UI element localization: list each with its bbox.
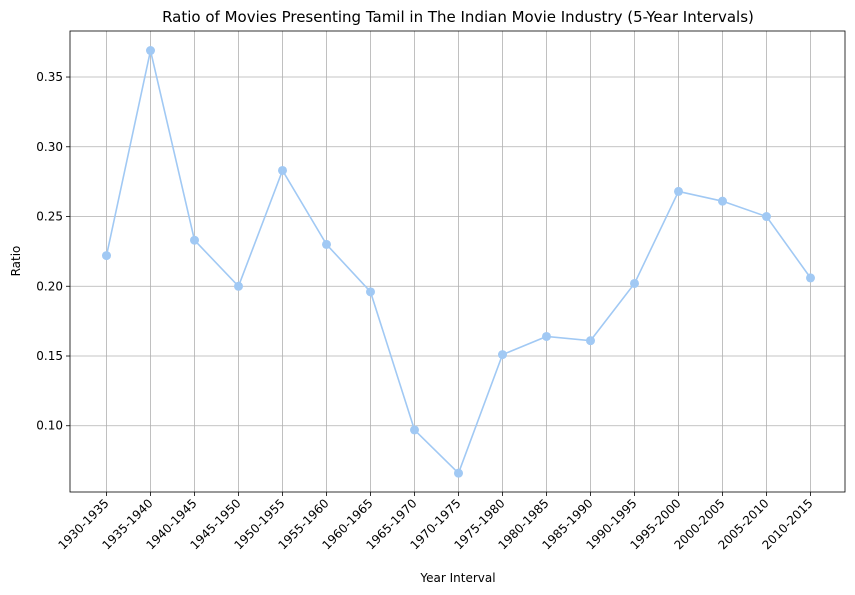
data-point [322,239,331,249]
data-point [146,46,155,56]
y-tick-label: 0.30 [36,140,63,154]
data-point [542,331,551,341]
x-axis-label: Year Interval [419,571,495,585]
chart-title: Ratio of Movies Presenting Tamil in The … [162,8,754,26]
series-layer [102,46,815,478]
y-tick-label: 0.25 [36,210,63,224]
data-point [630,278,639,288]
data-point [102,251,111,261]
y-tick-label: 0.35 [36,70,63,84]
data-point [674,186,683,196]
data-point [718,196,727,206]
data-point [278,165,287,175]
data-point [586,336,595,346]
data-point [454,468,463,478]
y-axis-label: Ratio [9,246,23,277]
y-tick-label: 0.10 [36,419,63,433]
data-point [234,281,243,291]
data-point [762,212,771,222]
x-axis-ticks: 1930-19351935-19401940-19451945-19501950… [55,492,816,552]
grid-lines [70,31,845,492]
data-point [806,273,815,283]
data-point [190,235,199,245]
y-tick-label: 0.15 [36,349,63,363]
data-point [498,350,507,360]
y-tick-label: 0.20 [36,279,63,293]
plot-frame [69,30,846,493]
data-point [366,287,375,297]
y-axis-ticks: 0.10 0.15 0.20 0.25 0.30 0.35 [36,70,70,433]
data-point [410,425,419,435]
